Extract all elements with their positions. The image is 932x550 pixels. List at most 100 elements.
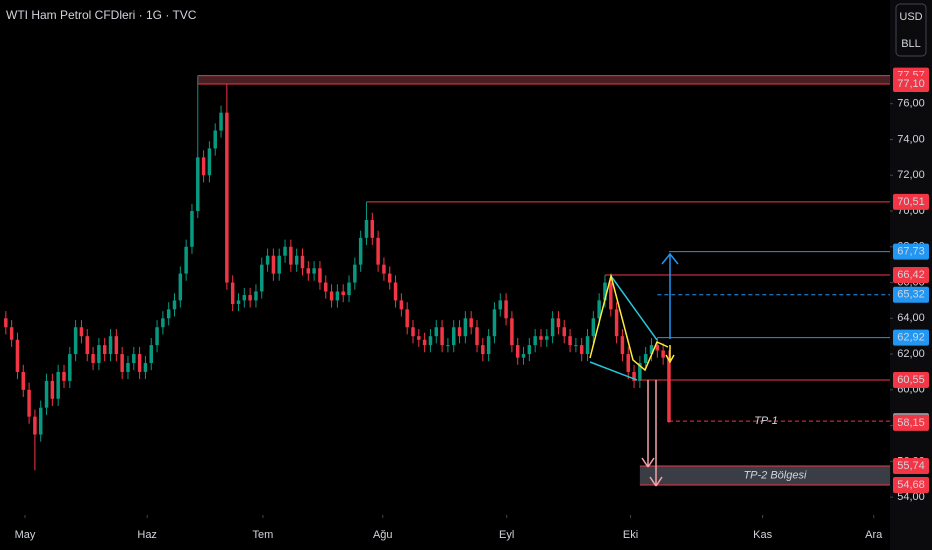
price-label: 67,73 — [897, 246, 925, 258]
candle-body — [364, 219, 369, 238]
candle-body — [451, 327, 456, 346]
candle-body — [38, 407, 43, 435]
candle-body — [219, 112, 223, 131]
candle-body — [643, 354, 648, 364]
candle-body — [213, 130, 217, 149]
price-label-box — [893, 476, 929, 493]
price-label-box — [893, 76, 929, 93]
price-label-box — [893, 286, 929, 303]
candle-body — [649, 345, 654, 355]
candle-body — [585, 336, 590, 355]
candle-body — [335, 291, 340, 301]
candle-body — [201, 157, 206, 176]
x-tick-label: Eyl — [499, 529, 514, 541]
target-arrow — [661, 252, 679, 339]
candle-body — [574, 345, 578, 347]
candle-body — [556, 318, 561, 328]
candle-body — [422, 339, 427, 346]
candle-body — [329, 291, 334, 301]
y-tick-label: 54,00 — [897, 491, 925, 503]
candle-body — [97, 345, 101, 364]
level-note: TP-1 — [754, 415, 778, 427]
currency-box[interactable] — [895, 3, 927, 57]
price-label-box — [893, 243, 929, 260]
candle-body — [655, 345, 660, 351]
price-label: 55,74 — [897, 460, 925, 472]
candle-body — [533, 336, 537, 346]
candle-body — [539, 336, 543, 340]
x-tick-label: Ağu — [373, 529, 393, 541]
candle-body — [9, 327, 14, 340]
candle-body — [486, 336, 491, 355]
candle-body — [504, 300, 508, 319]
candle-body — [667, 357, 671, 423]
candle-body — [190, 211, 194, 247]
candle-body — [161, 318, 165, 328]
candle-body — [166, 309, 171, 319]
price-label: 58,15 — [897, 417, 925, 429]
x-tick-label: Tem — [253, 529, 274, 541]
price-label: 54,68 — [897, 479, 925, 491]
candle-body — [318, 268, 322, 283]
down-arrow — [641, 380, 655, 468]
candle-body — [254, 291, 258, 301]
candle-body — [358, 237, 363, 265]
candle-body — [277, 255, 281, 274]
candle-body — [387, 273, 392, 283]
candle-body — [108, 336, 113, 355]
candle-body — [306, 268, 311, 274]
x-tick-label: May — [15, 529, 36, 541]
candle-body — [283, 246, 287, 256]
candle-body — [475, 327, 479, 346]
candle-body — [271, 255, 276, 274]
y-tick-label: 64,00 — [897, 312, 925, 324]
candle-body — [114, 336, 119, 355]
candle-body — [417, 336, 421, 340]
candle-body — [178, 273, 183, 301]
tp2-zone — [639, 466, 890, 485]
candle-body — [434, 327, 439, 337]
candle-body — [614, 309, 619, 337]
candle-body — [376, 237, 380, 265]
candle-body — [457, 327, 462, 337]
candle-body — [265, 255, 270, 265]
candle-body — [50, 380, 55, 399]
candle-body — [405, 309, 409, 328]
down-arrow — [649, 380, 663, 487]
candle-body — [236, 300, 241, 304]
plot: 54,0056,0058,0060,0062,0064,0066,0068,00… — [4, 67, 929, 541]
candle-body — [33, 416, 37, 435]
y-tick-label: 72,00 — [897, 169, 925, 181]
candle-body — [143, 363, 148, 372]
candle-body — [149, 345, 153, 364]
currency: USD — [899, 11, 922, 23]
candle-body — [492, 309, 497, 337]
candle-body — [527, 345, 532, 355]
candle-body — [184, 246, 188, 274]
candle-body — [597, 300, 601, 319]
candle-body — [155, 327, 159, 346]
candle-body — [341, 291, 345, 296]
y-tick-label: 62,00 — [897, 348, 925, 360]
price-label: 66,42 — [897, 269, 925, 281]
pattern-zigzag — [589, 273, 669, 372]
candle-body — [312, 268, 316, 274]
x-tick-label: Kas — [753, 529, 772, 541]
price-label: 60,55 — [897, 374, 925, 386]
price-label: 62,92 — [897, 332, 925, 344]
price-label-box — [893, 371, 929, 388]
candle-body — [4, 318, 8, 328]
candle-body — [132, 354, 136, 364]
candle-body — [68, 354, 72, 381]
candle-body — [248, 295, 252, 301]
candle-body — [27, 389, 31, 417]
candle-body — [15, 339, 20, 372]
candle-body — [638, 363, 642, 381]
candle-body — [411, 327, 415, 337]
pattern-line — [589, 361, 638, 381]
candle-body — [196, 157, 200, 212]
candle-body — [568, 336, 572, 346]
candle-body — [515, 345, 520, 358]
candle-body — [463, 318, 468, 337]
